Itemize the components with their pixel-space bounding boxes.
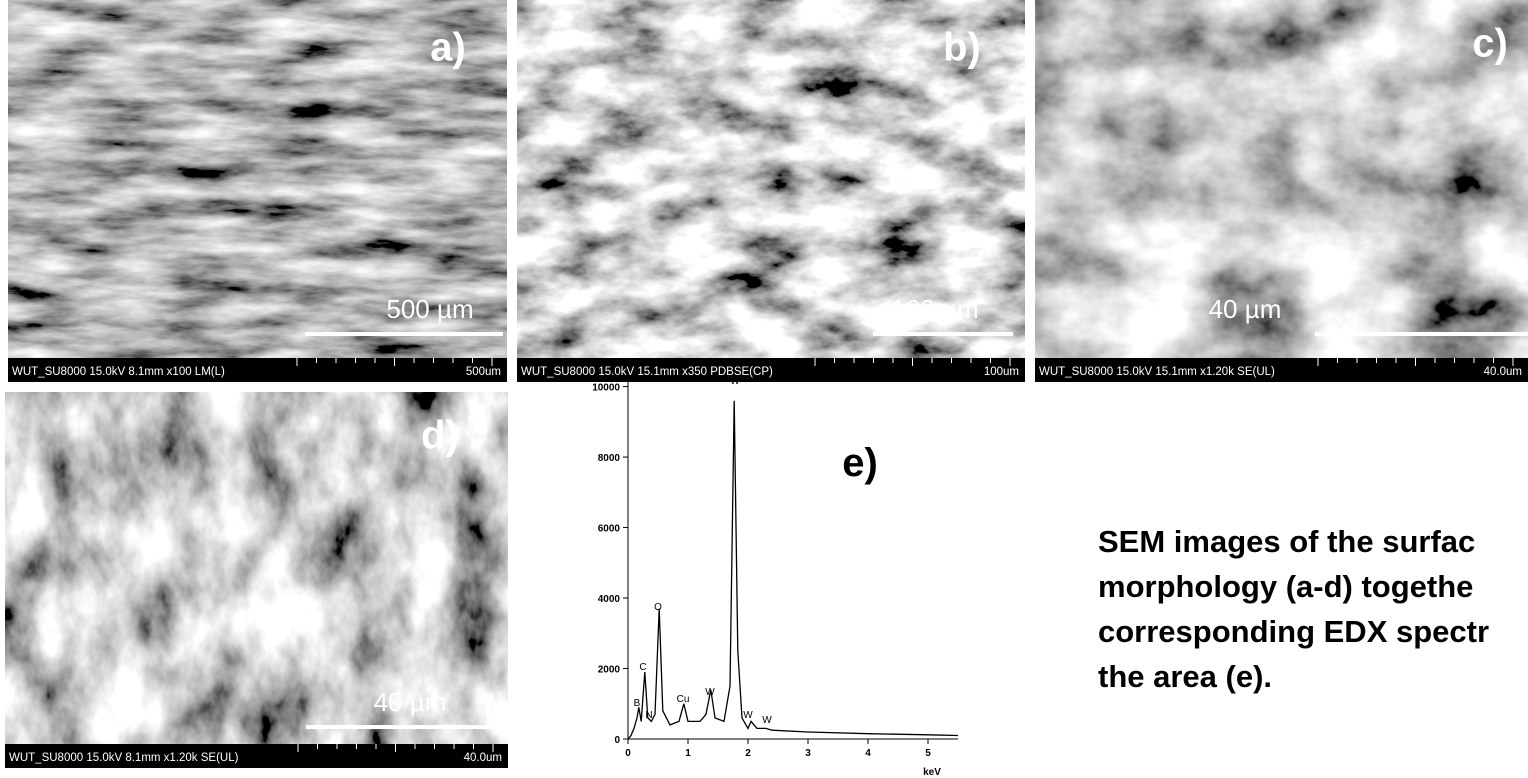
- x-tick-label: 0: [625, 748, 631, 759]
- panel-label: c): [1472, 22, 1508, 66]
- caption-line: corresponding EDX spectr: [1098, 614, 1489, 649]
- info-scale: 40.0um: [1484, 366, 1522, 378]
- peak-label: O: [654, 602, 662, 613]
- y-tick-label: 4000: [598, 594, 621, 605]
- y-tick-label: 10000: [592, 383, 620, 394]
- caption-line: morphology (a-d) togethe: [1098, 569, 1473, 604]
- x-tick-label: 1: [685, 748, 691, 759]
- y-tick-label: 6000: [598, 524, 621, 535]
- x-axis-label: keV: [923, 767, 941, 778]
- sem-image-panel: d) 40 µm WUT_SU8000 15.0kV 8.1mm x1.20k SE…: [5, 392, 508, 768]
- peak-label: C: [639, 662, 646, 673]
- slide: a) 500 µm WUT_SU8000 15.0kV 8.1mm x100 LM(…: [0, 0, 1528, 778]
- scale-bar-label: 500 µm: [386, 294, 473, 324]
- peak-label: W: [762, 715, 772, 726]
- chart-label: e): [842, 441, 878, 485]
- panel-label: d): [421, 414, 459, 458]
- y-tick-label: 2000: [598, 665, 621, 676]
- sem-image-panel: a) 500 µm WUT_SU8000 15.0kV 8.1mm x100 LM(…: [8, 0, 507, 382]
- x-tick-label: 3: [805, 748, 811, 759]
- scale-bar-label: 40 µm: [1209, 294, 1282, 324]
- info-text: WUT_SU8000 15.0kV 8.1mm x100 LM(L): [12, 366, 225, 378]
- scale-bar-label: 40 µm: [374, 687, 447, 717]
- edx-chart: 0 2000 4000 6000 8000 10000 0 1 2 3 4 5 keV e) B C N O Cu W…: [592, 376, 958, 778]
- x-tick-label: 4: [865, 748, 871, 759]
- y-tick-label: 8000: [598, 453, 621, 464]
- peak-label: W: [705, 687, 715, 698]
- info-text: WUT_SU8000 15.0kV 8.1mm x1.20k SE(UL): [9, 752, 239, 764]
- peak-label: W: [730, 376, 740, 387]
- sem-image-panel: c) 40 µm WUT_SU8000 15.0kV 15.1mm x1.20k S…: [1035, 0, 1528, 382]
- spectrum-line: [628, 401, 958, 739]
- caption-line: the area (e).: [1098, 659, 1272, 694]
- info-scale: 40.0um: [464, 752, 502, 764]
- x-tick-label: 2: [745, 748, 751, 759]
- peak-label: N: [645, 710, 652, 721]
- peak-label: W: [743, 710, 753, 721]
- scale-bar-label: 100 µm: [891, 294, 978, 324]
- info-scale: 100um: [984, 366, 1019, 378]
- panel-label: b): [943, 26, 981, 70]
- peak-label: Cu: [677, 694, 690, 705]
- panel-label: a): [430, 26, 466, 70]
- peak-label: B: [634, 698, 641, 709]
- caption-line: SEM images of the surfac: [1098, 524, 1475, 559]
- sem-image: [1035, 0, 1528, 358]
- y-tick-label: 0: [614, 735, 620, 746]
- info-text: WUT_SU8000 15.0kV 15.1mm x1.20k SE(UL): [1039, 366, 1275, 378]
- info-scale: 500um: [466, 366, 501, 378]
- x-tick-label: 5: [925, 748, 931, 759]
